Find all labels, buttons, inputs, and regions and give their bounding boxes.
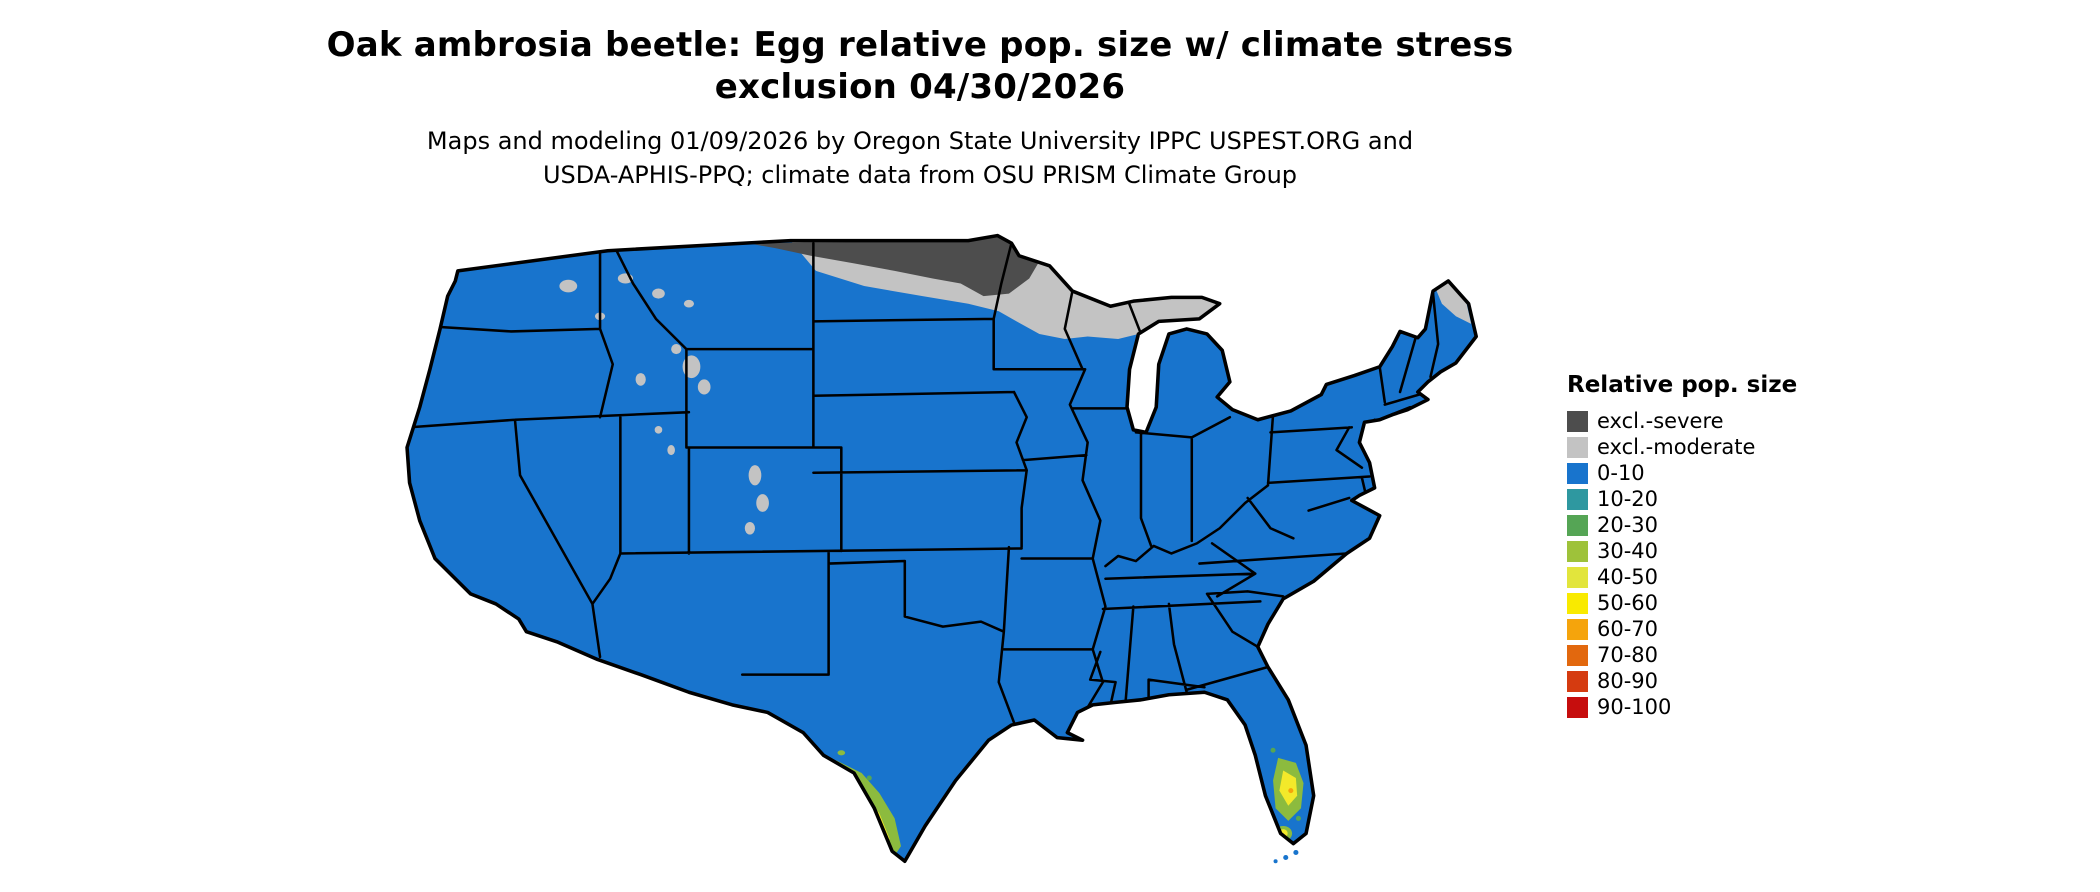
legend-swatch	[1567, 644, 1588, 666]
map-legend: Relative pop. size excl.-severe excl.-mo…	[1567, 372, 1797, 720]
legend-swatch	[1567, 488, 1588, 510]
legend-swatch	[1567, 514, 1588, 536]
map-title-line2: exclusion 04/30/2026	[714, 67, 1126, 107]
legend-item: 40-50	[1567, 564, 1797, 590]
florida-hotspot	[1270, 747, 1304, 842]
legend-swatch	[1567, 436, 1588, 458]
legend-item-label: 40-50	[1597, 565, 1659, 589]
legend-swatch	[1567, 566, 1588, 588]
legend-swatch	[1567, 618, 1588, 640]
us-map	[308, 228, 1527, 884]
florida-keys	[1273, 849, 1299, 864]
state-borders	[407, 241, 1440, 724]
legend-item-label: 80-90	[1597, 669, 1659, 693]
legend-item: excl.-severe	[1567, 408, 1797, 434]
legend-item-label: excl.-severe	[1597, 409, 1724, 433]
map-outline	[405, 233, 1478, 864]
legend-item-label: 0-10	[1597, 461, 1645, 485]
exclusion-severe-region	[747, 235, 1039, 297]
legend-item-label: 10-20	[1597, 487, 1659, 511]
legend-item-label: 50-60	[1597, 591, 1659, 615]
legend-item-label: 70-80	[1597, 643, 1659, 667]
map-subtitle-line1: Maps and modeling 01/09/2026 by Oregon S…	[426, 127, 1414, 155]
legend-item-label: 60-70	[1597, 617, 1659, 641]
legend-swatch	[1567, 592, 1588, 614]
legend-item: 80-90	[1567, 668, 1797, 694]
legend-item-label: excl.-moderate	[1597, 435, 1756, 459]
legend-item-label: 30-40	[1597, 539, 1659, 563]
legend-swatch	[1567, 696, 1588, 718]
legend-swatch	[1567, 462, 1588, 484]
legend-swatch	[1567, 410, 1588, 432]
legend-item: 70-80	[1567, 642, 1797, 668]
legend-item: 60-70	[1567, 616, 1797, 642]
legend-item: 90-100	[1567, 694, 1797, 720]
legend-swatch	[1567, 540, 1588, 562]
legend-title: Relative pop. size	[1567, 372, 1798, 398]
map-title: Oak ambrosia beetle: Egg relative pop. s…	[0, 24, 1840, 108]
legend-item: 50-60	[1567, 590, 1797, 616]
legend-swatch	[1567, 670, 1588, 692]
map-subtitle-line2: USDA-APHIS-PPQ; climate data from OSU PR…	[542, 161, 1298, 189]
map-subtitle: Maps and modeling 01/09/2026 by Oregon S…	[0, 124, 1840, 192]
legend-item: 0-10	[1567, 460, 1797, 486]
legend-item: 20-30	[1567, 512, 1797, 538]
legend-item-label: 20-30	[1597, 513, 1659, 537]
map-title-line1: Oak ambrosia beetle: Egg relative pop. s…	[326, 25, 1514, 65]
us-map-svg	[405, 233, 1478, 864]
legend-item: 10-20	[1567, 486, 1797, 512]
legend-item-label: 90-100	[1597, 695, 1672, 719]
legend-item: excl.-moderate	[1567, 434, 1797, 460]
legend-item: 30-40	[1567, 538, 1797, 564]
